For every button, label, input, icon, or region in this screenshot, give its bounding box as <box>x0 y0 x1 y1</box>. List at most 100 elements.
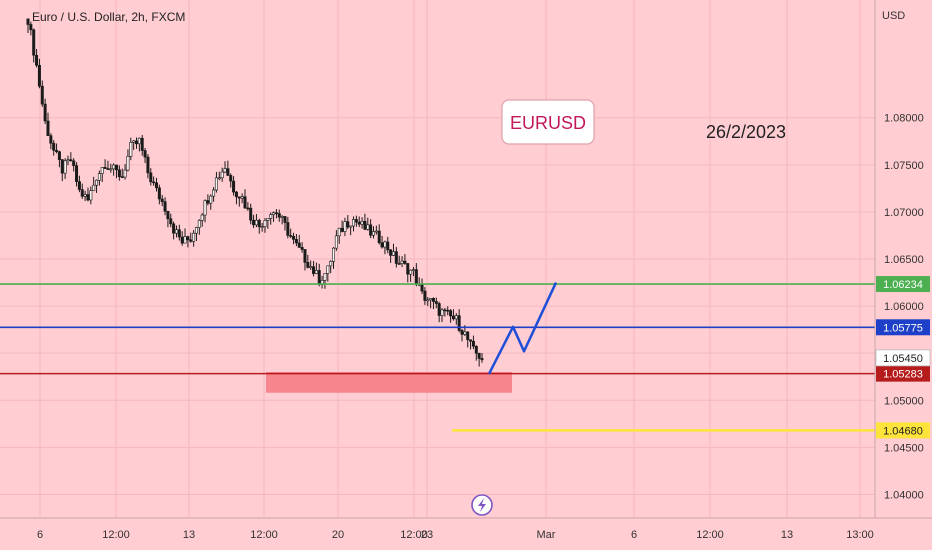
x-tick-label: 23 <box>421 529 433 541</box>
candle-body <box>210 196 212 203</box>
candle-body <box>389 250 391 255</box>
candle-body <box>407 263 409 274</box>
current-price-label: 1.05450 <box>883 353 923 365</box>
candle-body <box>64 161 66 173</box>
candle-body <box>238 197 240 198</box>
candle-body <box>272 213 274 215</box>
candle-body <box>438 304 440 316</box>
candle-body <box>172 224 174 233</box>
candle-body <box>178 230 180 237</box>
candle-body <box>349 226 351 227</box>
candle-body <box>187 237 189 240</box>
candle-body <box>409 270 411 274</box>
y-tick-label: 1.08000 <box>884 113 924 125</box>
candle-body <box>255 220 257 225</box>
candle-body <box>301 247 303 249</box>
candle-body <box>250 208 252 220</box>
level-price-label: 1.06234 <box>883 279 923 291</box>
candle-body <box>449 311 451 316</box>
candle-body <box>315 270 317 273</box>
candle-body <box>335 236 337 248</box>
candle-body <box>164 202 166 212</box>
level-price-label: 1.05283 <box>883 369 923 381</box>
candle-body <box>167 211 169 219</box>
x-tick-label: 12:00 <box>696 529 724 541</box>
candle-body <box>415 270 417 285</box>
candle-body <box>304 249 306 262</box>
candle-body <box>444 310 446 311</box>
candle-body <box>475 346 477 353</box>
candle-body <box>170 219 172 224</box>
candle-body <box>441 310 443 316</box>
candle-body <box>52 143 54 150</box>
y-tick-label: 1.06000 <box>884 301 924 313</box>
candle-body <box>235 192 237 197</box>
candle-body <box>247 208 249 209</box>
candle-body <box>275 213 277 214</box>
candle-body <box>78 182 80 190</box>
level-price-label: 1.04680 <box>883 425 923 437</box>
candle-body <box>147 157 149 173</box>
candle-body <box>141 138 143 150</box>
x-tick-label: 12:00 <box>250 529 278 541</box>
candle-body <box>110 169 112 170</box>
x-tick-label: Mar <box>537 529 556 541</box>
candle-body <box>398 263 400 264</box>
candle-body <box>358 222 360 224</box>
lightning-event-icon[interactable] <box>472 495 492 515</box>
candle-body <box>175 230 177 233</box>
candle-body <box>324 273 326 280</box>
candle-body <box>292 236 294 239</box>
candle-body <box>104 167 106 168</box>
candle-body <box>401 261 403 263</box>
symbol-annotation[interactable]: EURUSD <box>502 100 594 144</box>
candle-body <box>367 225 369 230</box>
candle-body <box>464 332 466 334</box>
candle-body <box>329 261 331 265</box>
candle-body <box>469 340 471 341</box>
candle-body <box>218 178 220 179</box>
y-tick-label: 1.07000 <box>884 207 924 219</box>
candle-body <box>150 173 152 182</box>
candle-body <box>241 197 243 198</box>
candle-body <box>364 221 366 229</box>
candle-body <box>152 182 154 183</box>
candle-body <box>455 316 457 319</box>
candle-body <box>70 160 72 161</box>
date-annotation[interactable]: 26/2/2023 <box>706 122 786 142</box>
symbol-annotation-text: EURUSD <box>510 113 586 133</box>
candle-body <box>184 237 186 244</box>
candle-body <box>227 169 229 176</box>
candle-body <box>270 215 272 219</box>
candle-body <box>132 141 134 143</box>
y-tick-label: 1.07500 <box>884 160 924 172</box>
candle-body <box>347 222 349 227</box>
candle-body <box>50 136 52 144</box>
candle-body <box>192 233 194 241</box>
candle-body <box>341 228 343 231</box>
candle-body <box>278 214 280 218</box>
candle-body <box>44 104 46 121</box>
candle-body <box>261 227 263 228</box>
candle-body <box>369 225 371 235</box>
candle-body <box>361 221 363 224</box>
candle-body <box>244 197 246 208</box>
candle-body <box>481 358 483 359</box>
candle-body <box>472 341 474 346</box>
x-tick-label: 13 <box>183 529 195 541</box>
candle-body <box>338 228 340 236</box>
candle-body <box>207 201 209 204</box>
candle-body <box>252 220 254 225</box>
candle-body <box>387 242 389 250</box>
candle-body <box>127 156 129 170</box>
price-axis-ticks: 1.080001.075001.070001.065001.060001.055… <box>884 113 924 502</box>
candle-body <box>221 172 223 178</box>
x-tick-label: 13 <box>781 529 793 541</box>
y-tick-label: 1.05000 <box>884 395 924 407</box>
candle-body <box>267 218 269 220</box>
candle-body <box>435 301 437 303</box>
candle-body <box>181 237 183 243</box>
candle-body <box>298 243 300 247</box>
candle-body <box>318 270 320 284</box>
